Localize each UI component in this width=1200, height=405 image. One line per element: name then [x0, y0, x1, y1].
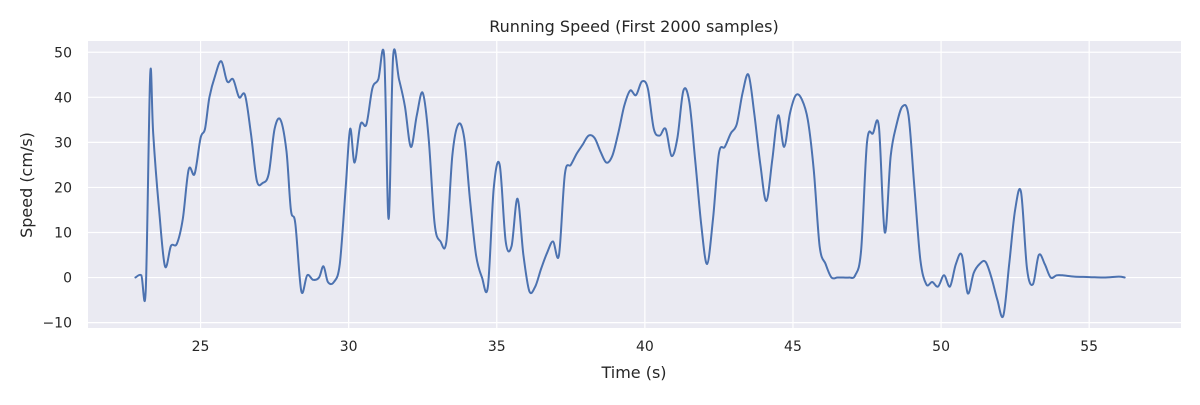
- x-tick-label: 35: [488, 339, 506, 355]
- y-tick-label: 30: [54, 135, 72, 151]
- gridlines: [88, 41, 1181, 328]
- y-tick-label: 20: [54, 180, 72, 196]
- chart-title: Running Speed (First 2000 samples): [489, 17, 778, 36]
- plot-area-background: [88, 41, 1181, 328]
- x-tick-label: 55: [1080, 339, 1098, 355]
- y-tick-label: 10: [54, 225, 72, 241]
- x-axis-label: Time (s): [600, 363, 666, 382]
- x-tick-label: 50: [932, 339, 950, 355]
- y-tick-label: −10: [42, 316, 72, 332]
- x-tick-labels: 25 30 35 40 45 50 55: [192, 339, 1098, 355]
- speed-series-line: [134, 48, 1126, 319]
- y-tick-label: 0: [63, 271, 72, 287]
- x-tick-label: 40: [636, 339, 654, 355]
- y-axis-label: Speed (cm/s): [17, 132, 36, 238]
- x-tick-label: 30: [340, 339, 358, 355]
- y-tick-label: 40: [54, 90, 72, 106]
- x-tick-label: 25: [192, 339, 210, 355]
- x-tick-label: 45: [784, 339, 802, 355]
- y-tick-label: 50: [54, 45, 72, 61]
- y-tick-labels: −10 0 10 20 30 40 50: [42, 45, 72, 331]
